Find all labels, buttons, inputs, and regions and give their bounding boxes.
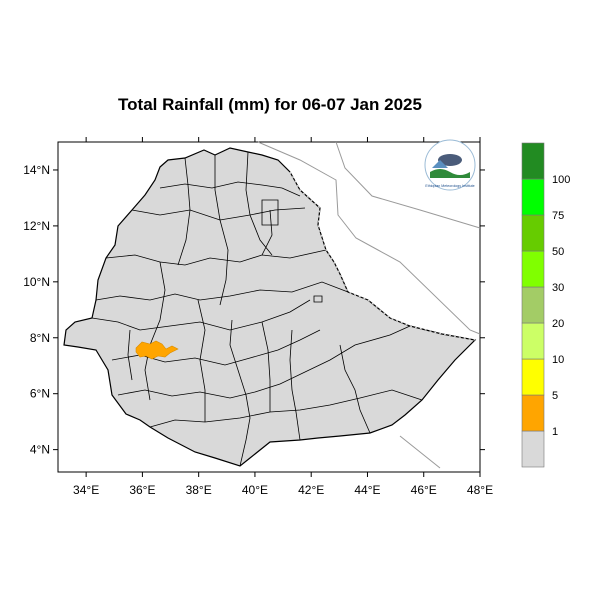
x-tick-label: 38°E bbox=[186, 483, 212, 497]
x-tick-label: 34°E bbox=[73, 483, 99, 497]
legend-label: 75 bbox=[552, 210, 564, 222]
x-tick-label: 42°E bbox=[298, 483, 324, 497]
legend-swatch bbox=[521, 214, 545, 252]
y-tick-label: 6°N bbox=[30, 387, 50, 401]
x-tick-label: 40°E bbox=[242, 483, 268, 497]
x-axis-ticks: 34°E 36°E 38°E 40°E 42°E 44°E 46°E 48°E bbox=[73, 137, 493, 497]
x-tick-label: 48°E bbox=[467, 483, 493, 497]
x-tick-label: 46°E bbox=[411, 483, 437, 497]
neighbor-boundaries bbox=[257, 141, 481, 469]
legend-label: 30 bbox=[552, 282, 564, 294]
logo-text: Ethiopian Meteorology Institute bbox=[425, 184, 474, 188]
y-tick-label: 4°N bbox=[30, 443, 50, 457]
legend-swatch bbox=[521, 250, 545, 288]
admin-boundaries bbox=[91, 151, 423, 467]
legend-label: 10 bbox=[552, 354, 564, 366]
legend-swatch bbox=[521, 178, 545, 216]
legend-label: 1 bbox=[552, 426, 558, 438]
legend-swatch bbox=[521, 322, 545, 360]
legend-label: 50 bbox=[552, 246, 564, 258]
y-tick-label: 14°N bbox=[23, 163, 50, 177]
y-tick-label: 12°N bbox=[23, 219, 50, 233]
x-tick-label: 36°E bbox=[129, 483, 155, 497]
map-title: Total Rainfall (mm) for 06-07 Jan 2025 bbox=[118, 95, 422, 114]
legend-swatch bbox=[521, 142, 545, 180]
legend-swatch bbox=[521, 358, 545, 396]
legend: 1 5 10 20 30 50 75 100 bbox=[521, 142, 570, 468]
legend-swatch bbox=[521, 286, 545, 324]
y-tick-label: 10°N bbox=[23, 275, 50, 289]
y-tick-label: 8°N bbox=[30, 331, 50, 345]
ethiopian-meteorology-institute-logo: Ethiopian Meteorology Institute bbox=[424, 139, 476, 191]
legend-label: 100 bbox=[552, 174, 570, 186]
legend-label: 5 bbox=[552, 390, 558, 402]
x-tick-label: 44°E bbox=[354, 483, 380, 497]
y-axis-ticks: 4°N 6°N 8°N 10°N 12°N 14°N bbox=[23, 163, 485, 457]
legend-label: 20 bbox=[552, 318, 564, 330]
legend-swatch bbox=[521, 430, 545, 468]
legend-swatch bbox=[521, 394, 545, 432]
rainfall-patch bbox=[135, 340, 179, 360]
